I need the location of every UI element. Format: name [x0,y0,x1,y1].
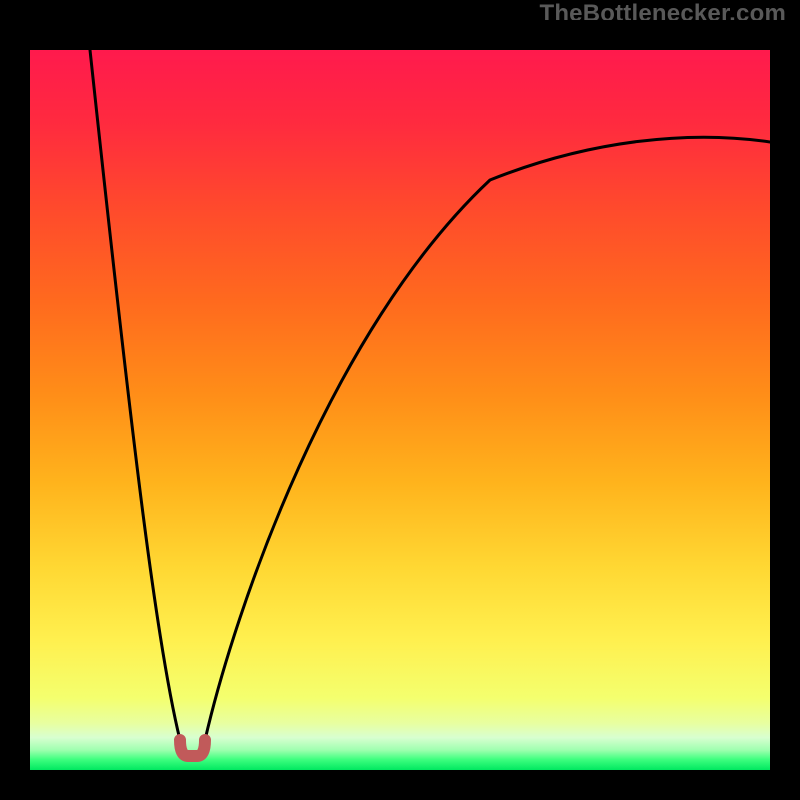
plot-area [30,50,770,770]
curve-left-branch [90,50,180,740]
curve-right-branch [205,137,770,740]
chart-stage: TheBottlenecker.com [0,0,800,800]
curve-trough-marker [180,740,205,756]
bottleneck-curve [30,50,770,770]
